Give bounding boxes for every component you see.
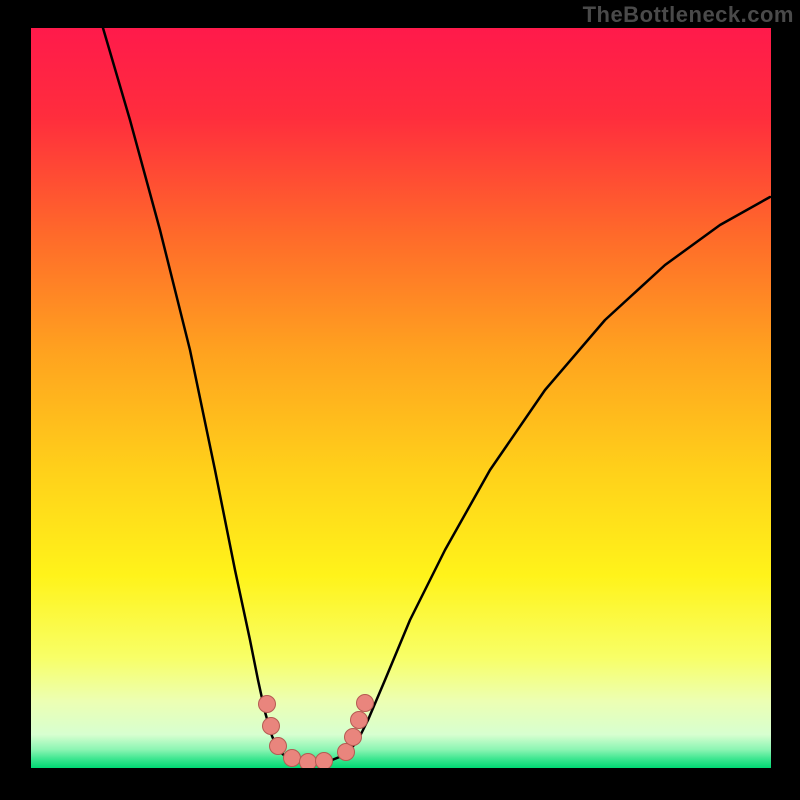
chart-svg: [0, 0, 800, 800]
data-marker: [316, 753, 333, 770]
data-marker: [259, 696, 276, 713]
watermark-text: TheBottleneck.com: [583, 2, 794, 28]
data-marker: [357, 695, 374, 712]
data-marker: [270, 738, 287, 755]
data-marker: [300, 754, 317, 771]
data-marker: [351, 712, 368, 729]
data-marker: [345, 729, 362, 746]
data-marker: [338, 744, 355, 761]
data-marker: [284, 750, 301, 767]
plot-background: [31, 28, 771, 768]
chart-container: TheBottleneck.com: [0, 0, 800, 800]
data-marker: [263, 718, 280, 735]
